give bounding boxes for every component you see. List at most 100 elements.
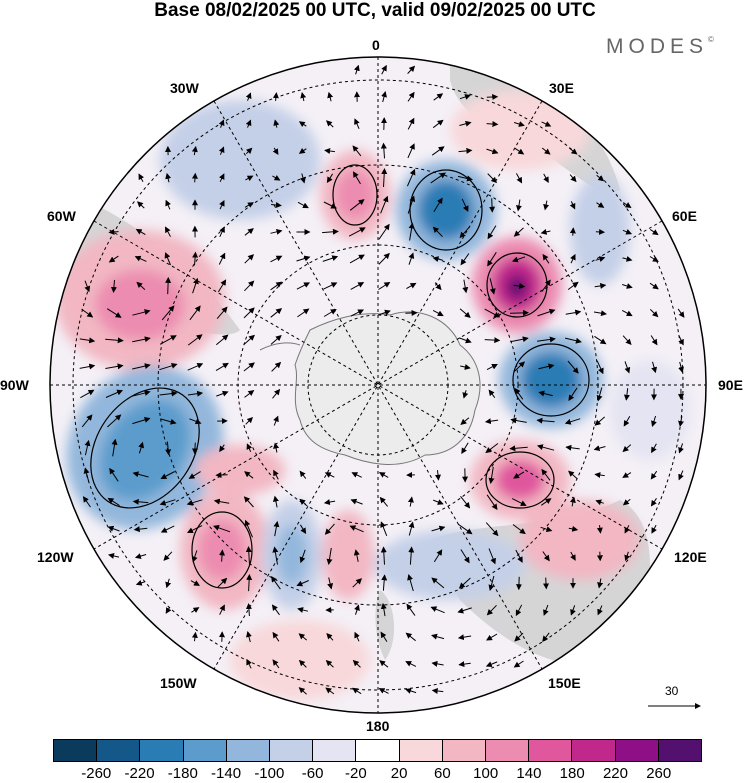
wind-arrow (165, 578, 172, 589)
wind-arrow (219, 226, 225, 238)
wind-arrow (379, 660, 389, 668)
wind-arrow (105, 363, 124, 370)
wind-arrow (218, 252, 226, 265)
wind-arrow (596, 360, 604, 375)
wind-arrow (165, 276, 172, 295)
wind-arrow (323, 282, 338, 290)
wind-arrow (84, 439, 91, 456)
wind-arrow (133, 526, 148, 533)
wind-arrow (192, 251, 199, 266)
wind-arrow (323, 201, 337, 209)
wind-arrow (246, 658, 252, 669)
wind-arrow (569, 201, 576, 210)
colorbar-segment (313, 740, 357, 761)
colorbar-segment (356, 740, 400, 761)
wind-arrow (378, 281, 391, 290)
wind-arrow (273, 415, 279, 426)
wind-arrow (649, 228, 659, 236)
wind-arrow (132, 471, 149, 478)
wind-arrow (380, 546, 387, 565)
wind-arrow (486, 148, 499, 155)
wind-arrow (354, 604, 360, 615)
colorbar-tick-label: -140 (211, 765, 242, 782)
wind-arrow (349, 254, 365, 264)
wind-arrow (272, 147, 279, 155)
wind-arrow (186, 525, 203, 533)
new-zealand (375, 590, 395, 660)
wind-arrow (488, 389, 496, 399)
wind-arrow (324, 523, 335, 535)
wind-arrow (650, 470, 658, 480)
wind-arrow (159, 362, 178, 371)
wind-arrow (271, 604, 280, 616)
lon-label-120w: 120W (37, 549, 74, 565)
wind-arrow (624, 551, 631, 562)
lon-label-60e: 60E (672, 208, 697, 224)
wind-arrow (380, 602, 387, 617)
wind-arrow (514, 387, 524, 400)
map-title: Base 08/02/2025 00 UTC, valid 09/02/2025… (154, 0, 596, 21)
wind-arrow (160, 418, 177, 425)
wind-arrow (460, 253, 470, 266)
colorbar-tick-label: 180 (559, 765, 585, 782)
wind-arrow (271, 575, 281, 590)
wind-arrow (327, 91, 334, 102)
wind-arrow (568, 470, 578, 480)
anomaly-field (55, 90, 690, 700)
wind-arrow (350, 498, 363, 505)
wind-arrow (296, 580, 309, 587)
wind-arrow (132, 309, 151, 316)
wind-arrow (596, 174, 605, 182)
wind-arrow (408, 252, 415, 265)
wind-arrow (186, 499, 203, 506)
wind-arrow (678, 470, 684, 481)
wind-arrow (110, 279, 117, 293)
wind-arrow (134, 255, 147, 262)
wind-arrow (457, 634, 472, 641)
wind-arrow (219, 200, 225, 210)
wind-arrow (272, 631, 280, 642)
wind-arrow (351, 472, 362, 478)
wind-arrow (622, 335, 632, 346)
wind-arrow (431, 660, 444, 667)
wind-arrow (459, 226, 471, 239)
wind-arrow (484, 308, 501, 318)
colorbar-tick-label: 60 (434, 765, 451, 782)
wind-arrow (352, 687, 362, 695)
wind-arrow (380, 142, 387, 159)
colorbar-tick-label: -20 (345, 765, 367, 782)
wind-arrow (406, 282, 417, 290)
wind-arrow (565, 444, 580, 451)
wind-arrow (381, 574, 388, 591)
wind-arrow (509, 309, 529, 316)
wind-arrow (457, 175, 473, 182)
wind-arrow (327, 577, 334, 590)
wind-arrow (217, 577, 228, 588)
wind-arrow (215, 472, 228, 479)
wind-arrow (459, 120, 472, 127)
wind-arrow (650, 335, 658, 346)
wind-arrow (650, 498, 657, 507)
wind-arrow (218, 119, 225, 128)
wind-arrow (244, 471, 254, 479)
wind-arrow (489, 278, 496, 295)
colorbar-tick-label: 20 (390, 765, 408, 782)
wind-arrow (486, 363, 498, 371)
wind-arrow (624, 525, 631, 534)
wind-arrow (622, 498, 631, 506)
wind-arrow (458, 147, 473, 154)
wind-arrow (273, 520, 280, 537)
wind-arrow (192, 277, 199, 294)
wind-arrow (515, 199, 522, 212)
wind-arrow (487, 225, 497, 240)
wind-arrow (460, 495, 471, 509)
wind-arrow (538, 363, 555, 370)
wind-arrow (514, 632, 524, 642)
wind-arrow (270, 281, 283, 291)
wind-arrow (352, 145, 362, 157)
wind-arrow (132, 336, 151, 343)
wind-arrow (595, 499, 604, 506)
wind-arrow (81, 308, 94, 318)
wind-arrow (136, 201, 145, 209)
wind-arrow (649, 256, 659, 263)
